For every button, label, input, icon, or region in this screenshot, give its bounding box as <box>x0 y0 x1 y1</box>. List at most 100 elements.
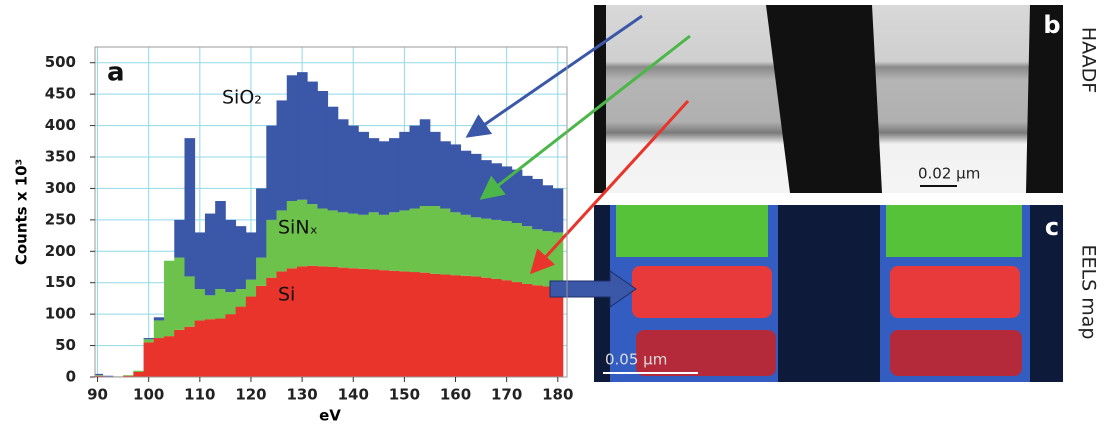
side-label: EELS map <box>1078 245 1100 340</box>
y-tick-label: 300 <box>45 179 76 197</box>
area-segment <box>542 185 554 232</box>
area-segment <box>481 277 492 377</box>
y-tick-label: 50 <box>55 336 76 354</box>
area-segment <box>256 257 267 286</box>
area-segment <box>460 275 472 377</box>
area-segment <box>501 166 513 222</box>
y-tick-label: 450 <box>45 85 76 103</box>
area-segment <box>368 212 380 270</box>
area-segment <box>511 282 523 377</box>
area-segment <box>481 218 492 278</box>
area-segment <box>358 131 369 215</box>
area-segment <box>389 270 400 377</box>
x-tick-label: 180 <box>542 386 573 404</box>
area-segment <box>440 274 451 377</box>
area-segment <box>399 271 410 377</box>
y-tick-label: 150 <box>45 273 76 291</box>
area-segment <box>286 268 298 377</box>
area-segment <box>286 75 298 201</box>
area-segment <box>389 212 400 271</box>
area-segment <box>164 336 175 377</box>
y-tick-label: 0 <box>66 368 76 386</box>
area-segment <box>552 287 564 377</box>
area-segment <box>174 329 185 377</box>
area-segment <box>133 370 144 372</box>
area-segment <box>337 119 349 213</box>
area-segment <box>348 213 359 269</box>
area-segment <box>266 125 277 220</box>
area-segment <box>501 221 513 281</box>
area-segment <box>256 285 267 377</box>
area-segment <box>317 208 329 267</box>
area-segment <box>266 277 277 377</box>
area-segment <box>143 342 155 377</box>
area-segment <box>184 138 196 277</box>
area-segment <box>95 375 104 376</box>
area-segment <box>296 199 308 267</box>
series-label: Si <box>278 284 295 306</box>
area-segment <box>95 375 104 377</box>
area-segment <box>123 375 134 377</box>
scale-bar-label: 0.02 µm <box>918 165 980 183</box>
plot <box>95 47 567 378</box>
area-segment <box>521 283 533 377</box>
area-segment <box>307 204 318 266</box>
eels-image <box>594 205 1063 382</box>
side-label: HAADF <box>1078 27 1100 93</box>
x-tick-label: 150 <box>389 386 420 404</box>
area-segment <box>276 100 288 211</box>
y-tick-label: 100 <box>45 305 76 323</box>
area-segment <box>501 280 513 377</box>
area-segment <box>521 175 533 227</box>
area-segment <box>521 226 533 284</box>
area-segment <box>481 160 492 219</box>
area-segment <box>460 150 472 215</box>
area-segment <box>358 268 369 377</box>
area-segment <box>511 169 523 223</box>
area-segment <box>470 276 482 377</box>
area-segment <box>552 188 564 233</box>
x-tick-label: 170 <box>491 386 522 404</box>
area-segment <box>317 266 329 377</box>
y-tick-label: 200 <box>45 242 76 260</box>
x-tick-label: 100 <box>133 386 164 404</box>
area-segment <box>389 138 400 213</box>
area-segment <box>215 201 226 289</box>
area-segment <box>409 208 421 273</box>
area-segment <box>245 279 257 297</box>
area-segment <box>491 278 502 377</box>
area-segment <box>419 206 431 273</box>
arrows <box>465 14 691 308</box>
area-segment <box>358 214 369 269</box>
area-segment <box>399 210 410 272</box>
area-segment <box>296 266 308 377</box>
area-segment <box>153 338 165 377</box>
panel-label: b <box>1043 11 1060 39</box>
area-segment <box>307 265 318 377</box>
area-segment <box>225 219 237 293</box>
area-segment <box>307 81 318 205</box>
area-segment <box>450 275 462 377</box>
area-segment <box>337 267 349 377</box>
area-segment <box>194 232 206 289</box>
area-segment <box>215 318 226 377</box>
area-segment <box>245 232 257 280</box>
area-segment <box>419 272 431 377</box>
series-label: SiNₓ <box>278 217 318 239</box>
area-segment <box>204 213 216 296</box>
panel-label: a <box>107 58 125 88</box>
area-segment <box>123 375 134 376</box>
area-segment <box>470 153 482 218</box>
area-segment <box>286 201 298 269</box>
area-segment <box>491 163 502 220</box>
x-tick-label: 160 <box>440 386 471 404</box>
area-segment <box>348 268 359 377</box>
area-segment <box>440 141 451 209</box>
area-segment <box>256 188 267 258</box>
area-segment <box>296 72 308 200</box>
area-segment <box>460 214 472 276</box>
area-segment <box>204 295 216 320</box>
area-segment <box>532 229 543 286</box>
area-segment <box>368 269 380 377</box>
